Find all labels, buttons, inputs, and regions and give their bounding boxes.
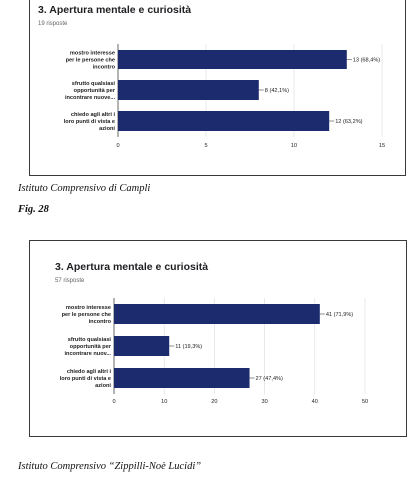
x-tick-label: 15 [379, 143, 385, 149]
bar [114, 304, 320, 324]
chart-card-1: 3. Apertura mentale e curiosità 19 rispo… [29, 0, 406, 176]
category-label: per le persone che [62, 312, 111, 318]
category-label: per le persone che [66, 58, 115, 64]
category-label: azioni [99, 126, 115, 132]
x-tick-label: 0 [116, 143, 119, 149]
bar [114, 336, 170, 356]
x-tick-label: 0 [112, 399, 115, 405]
category-label: opportunità per [70, 344, 112, 350]
category-label: incontrare nuove... [65, 95, 115, 101]
response-count: 19 risposte [38, 21, 68, 27]
category-label: azioni [95, 383, 111, 389]
category-label: chiedo agli altri i [67, 369, 112, 375]
data-label: 13 (68,4%) [353, 58, 380, 64]
x-tick-label: 10 [291, 143, 297, 149]
category-label: incontro [89, 319, 112, 325]
category-label: mostro interesse [66, 305, 111, 311]
category-label: incontro [93, 64, 116, 70]
category-label: chiedo agli altri i [71, 112, 116, 118]
data-label: 8 (42,1%) [265, 88, 289, 94]
data-label: 12 (63,2%) [335, 119, 362, 125]
caption-school-2: Istituto Comprensivo “Zippilli-Noè Lucid… [18, 461, 202, 472]
bar [118, 50, 347, 69]
bar-chart-2: 0 10 20 30 40 50 41 (71,9%) mostro interesseper… [60, 298, 368, 405]
category-label: incontrare nuov... [64, 351, 111, 357]
category-label: sfrutto qualsiasi [68, 337, 112, 343]
x-tick-label: 10 [161, 399, 167, 405]
caption-school-1: Istituto Comprensivo di Campli [18, 183, 151, 194]
category-label: loro punti di vista e [64, 119, 115, 125]
x-tick-label: 5 [204, 143, 207, 149]
chart-title: 3. Apertura mentale e curiosità [55, 261, 209, 273]
x-tick-label: 30 [261, 399, 267, 405]
data-label: 27 (47,4%) [256, 376, 283, 382]
x-tick-label: 40 [312, 399, 318, 405]
category-label: sfrutto qualsiasi [72, 81, 116, 87]
x-tick-label: 50 [362, 399, 368, 405]
bar [118, 80, 259, 100]
category-label: opportunità per [74, 88, 116, 94]
bar [114, 368, 250, 388]
figure-label: Fig. 28 [18, 204, 49, 215]
data-label: 41 (71,9%) [326, 312, 353, 318]
x-tick-label: 20 [211, 399, 217, 405]
chart-title: 3. Apertura mentale e curiosità [38, 4, 192, 16]
category-label: mostro interesse [70, 51, 115, 57]
response-count: 57 risposte [55, 278, 85, 284]
category-label: loro punti di vista e [60, 376, 111, 382]
data-label: 11 (19,3%) [175, 344, 202, 350]
bar [118, 111, 330, 131]
chart-card-2: 3. Apertura mentale e curiosità 57 rispo… [29, 240, 407, 437]
